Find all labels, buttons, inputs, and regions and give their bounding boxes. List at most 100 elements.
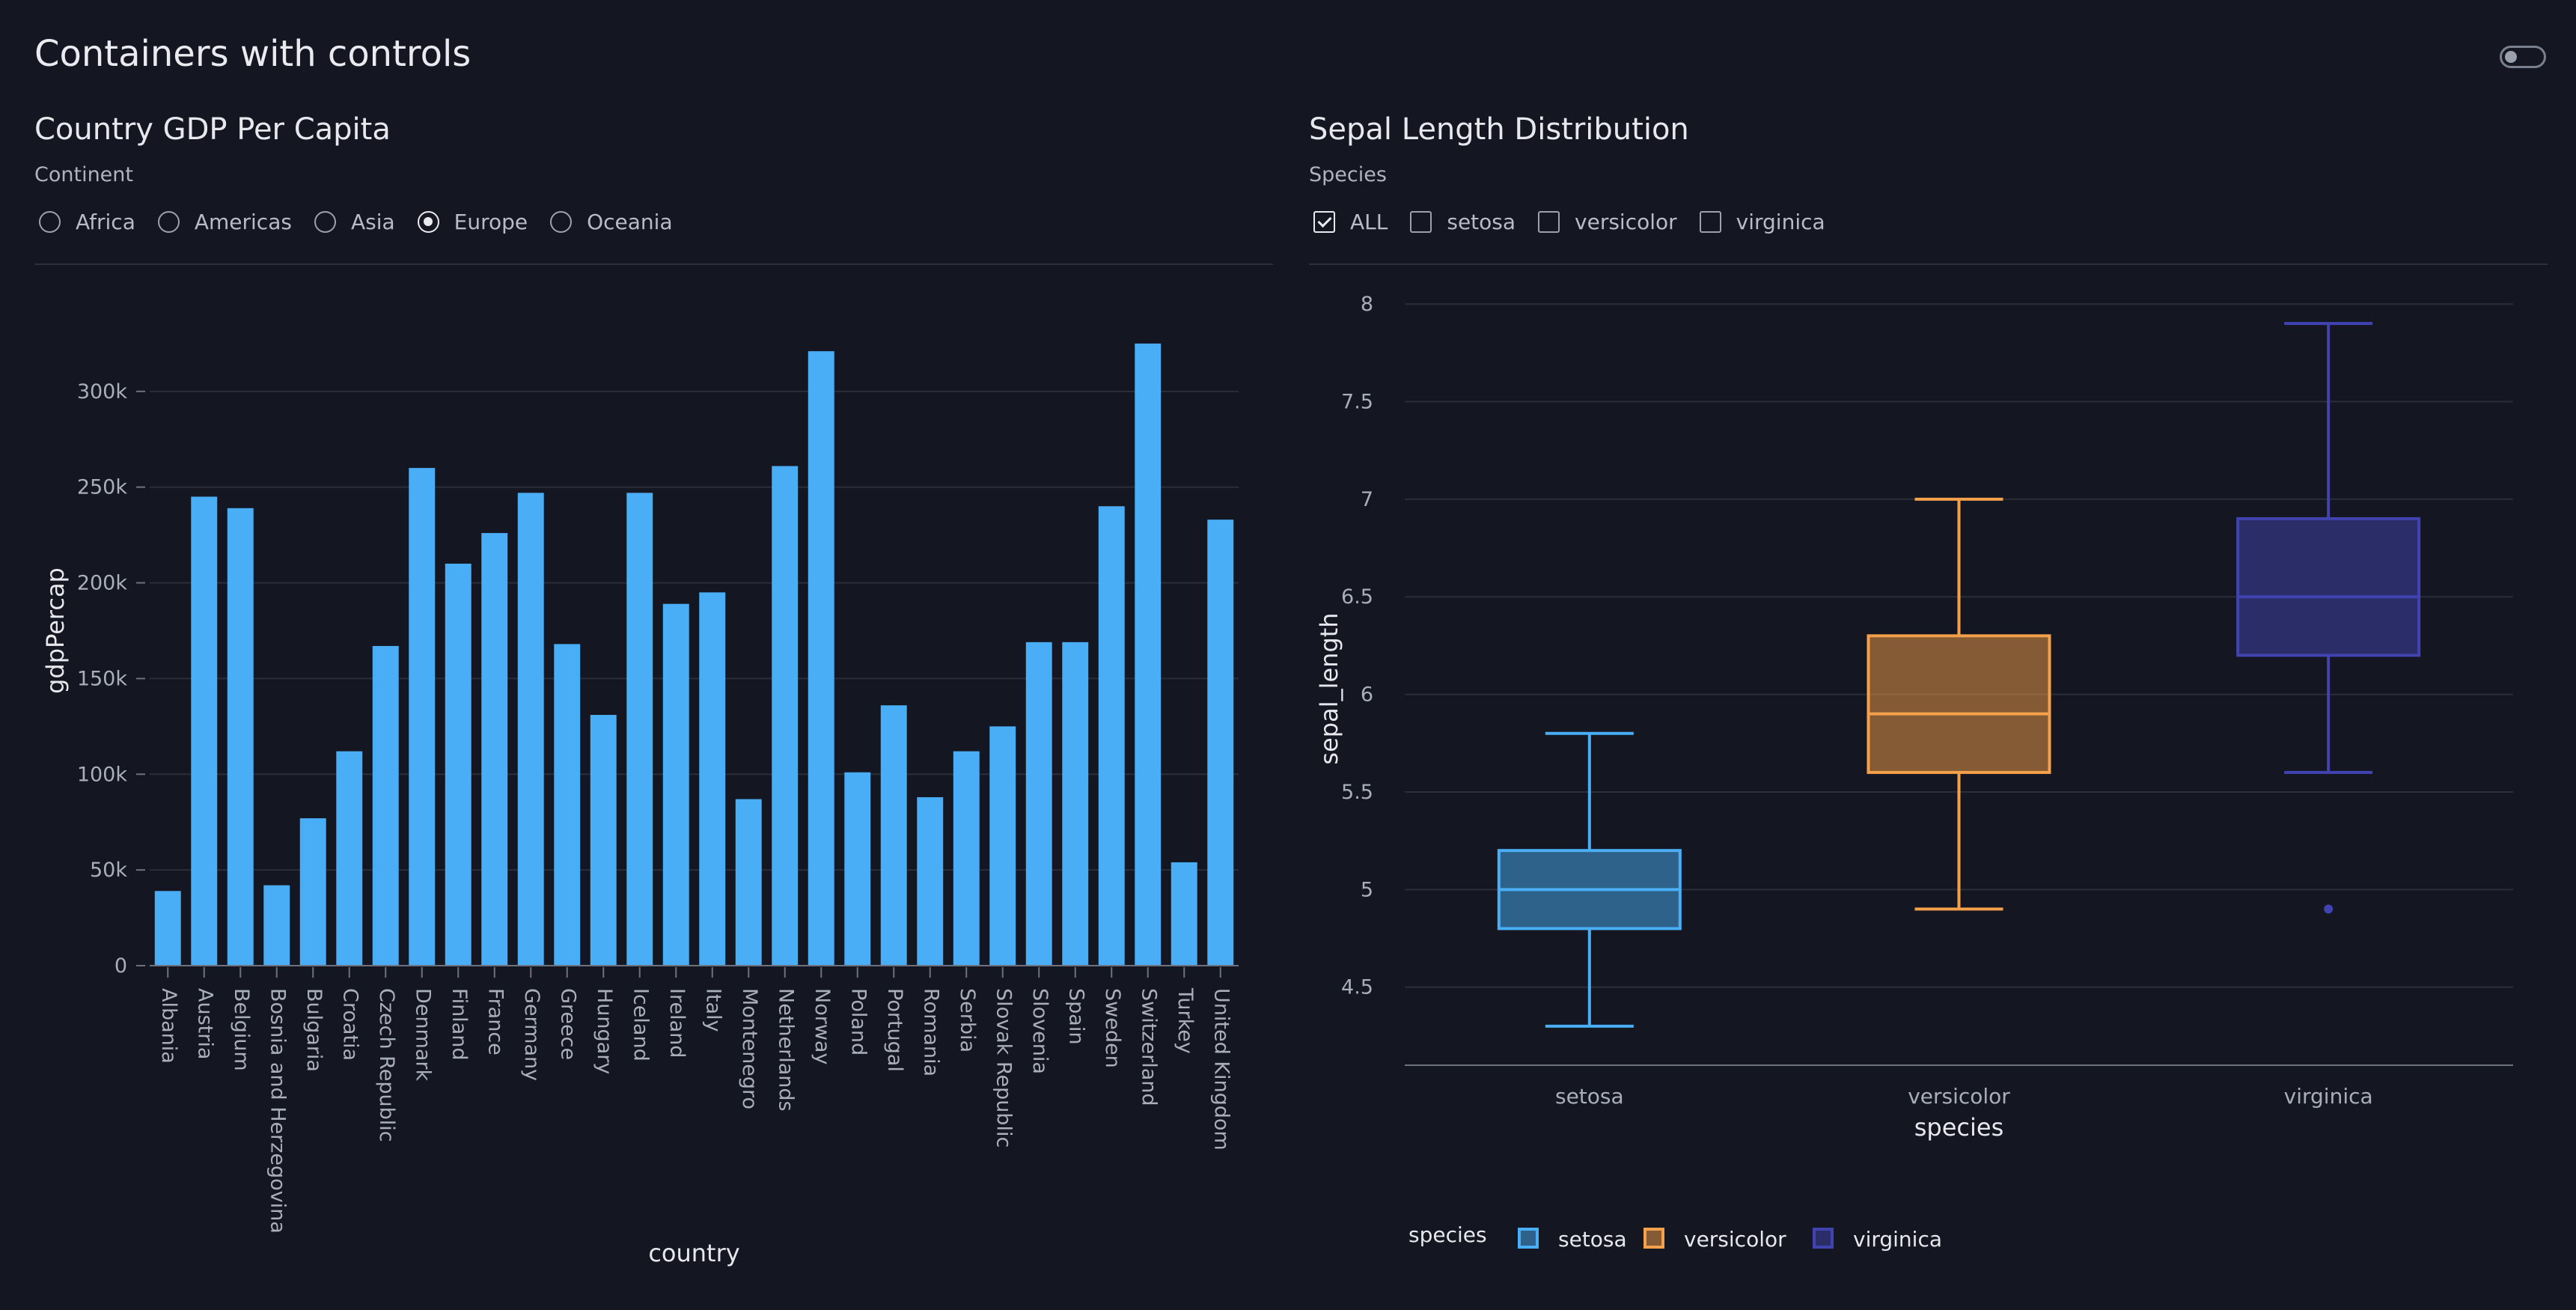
x-tick-label-slovenia: Slovenia	[1028, 988, 1052, 1074]
x-tick-label-denmark: Denmark	[411, 988, 434, 1081]
box-versicolor	[1867, 497, 2051, 911]
continent-option-africa[interactable]: Africa	[39, 210, 135, 234]
y-tick-label: 200k	[77, 572, 128, 595]
x-axis-title: species	[1914, 1113, 2004, 1142]
radio-label-oceania: Oceania	[587, 209, 673, 234]
bar-montenegro	[735, 799, 762, 966]
bar-poland	[844, 772, 871, 966]
legend-swatch-versicolor	[1643, 1228, 1664, 1249]
species-option-all[interactable]: ALL	[1313, 210, 1388, 234]
x-tick-label-slovak-republic: Slovak Republic	[992, 988, 1015, 1148]
y-tick-label: 8	[1361, 293, 1373, 316]
theme-toggle-switch[interactable]	[2500, 46, 2546, 68]
toggle-knob	[2505, 51, 2517, 63]
x-tick-label-romania: Romania	[919, 988, 942, 1076]
bar-netherlands	[772, 466, 799, 966]
x-tick-label-switzerland: Switzerland	[1137, 988, 1160, 1106]
species-checkbox-group: ALL setosa versicolor virginica	[1313, 207, 1848, 237]
x-tick-label-serbia: Serbia	[956, 988, 979, 1052]
gdp-container-title: Country GDP Per Capita	[34, 112, 391, 147]
radio-label-europe: Europe	[454, 209, 528, 234]
bar-greece	[554, 644, 581, 966]
x-tick-label-spain: Spain	[1064, 988, 1087, 1044]
y-tick-label: 6.5	[1341, 585, 1373, 609]
radio-americas[interactable]	[157, 210, 180, 233]
box-virginica	[2236, 322, 2421, 914]
y-tick-label: 7	[1361, 488, 1373, 511]
bar-germany	[517, 493, 544, 966]
x-tick-label-hungary: Hungary	[593, 988, 616, 1074]
radio-oceania[interactable]	[550, 210, 573, 233]
checkbox-setosa[interactable]	[1410, 210, 1432, 233]
checkbox-virginica[interactable]	[1699, 210, 1721, 233]
y-tick-label: 50k	[90, 859, 127, 882]
x-tick-label-czech-republic: Czech Republic	[375, 988, 398, 1142]
bar-albania	[154, 891, 181, 966]
bar-portugal	[880, 705, 907, 966]
y-tick-label: 5	[1361, 878, 1373, 901]
x-tick-label-virginica: virginica	[2284, 1084, 2373, 1109]
x-tick-label-united-kingdom: United Kingdom	[1209, 988, 1233, 1151]
legend-label-versicolor: versicolor	[1684, 1227, 1786, 1252]
x-tick-label-austria: Austria	[193, 988, 216, 1059]
x-tick-label-italy: Italy	[701, 988, 724, 1032]
bar-france	[481, 533, 508, 966]
x-tick-label-netherlands: Netherlands	[774, 988, 797, 1112]
radio-label-asia: Asia	[350, 209, 395, 234]
x-tick-label-montenegro: Montenegro	[738, 988, 761, 1109]
box-setosa	[1497, 731, 1682, 1028]
x-tick-label-finland: Finland	[448, 988, 471, 1060]
bar-turkey	[1171, 862, 1197, 966]
radio-label-americas: Americas	[194, 209, 292, 234]
gdp-bar-chart: 0 50k 100k 150k 200k 250k 300k Albania Austria Be…	[41, 343, 1239, 1267]
species-control-label: Species	[1309, 163, 1387, 186]
y-tick-label: 0	[115, 954, 127, 978]
species-option-versicolor[interactable]: versicolor	[1538, 210, 1677, 234]
continent-option-americas[interactable]: Americas	[157, 209, 292, 234]
legend-title: species	[1408, 1222, 1487, 1247]
radio-asia[interactable]	[314, 210, 336, 233]
bar-bosnia-and-herzegovina	[263, 885, 290, 966]
bar-spain	[1062, 642, 1089, 966]
x-axis-title: country	[648, 1239, 739, 1267]
species-option-virginica[interactable]: virginica	[1699, 210, 1825, 234]
x-tick-label-turkey: Turkey	[1173, 987, 1197, 1054]
y-axis-title: sepal_length	[1315, 612, 1343, 764]
bar-finland	[445, 564, 471, 966]
continent-option-asia[interactable]: Asia	[314, 210, 395, 234]
bar-slovenia	[1025, 642, 1052, 966]
species-option-setosa[interactable]: setosa	[1410, 210, 1516, 234]
bar-united-kingdom	[1207, 520, 1234, 966]
continent-radio-group: Africa Americas Asia Europe Oceania	[39, 207, 695, 237]
y-tick-label: 150k	[77, 667, 128, 690]
y-tick-label: 300k	[77, 380, 128, 403]
right-divider	[1309, 263, 2548, 265]
checkbox-all[interactable]	[1313, 210, 1335, 233]
x-tick-label-greece: Greece	[556, 988, 579, 1060]
bar-norway	[808, 351, 834, 966]
checkbox-label-versicolor: versicolor	[1575, 209, 1677, 234]
bar-austria	[191, 496, 218, 966]
bar-hungary	[590, 715, 617, 966]
x-tick-label-portugal: Portugal	[883, 988, 906, 1072]
x-tick-label-ireland: Ireland	[665, 988, 689, 1058]
continent-option-oceania[interactable]: Oceania	[550, 210, 673, 234]
radio-europe[interactable]	[417, 210, 439, 233]
page-title: Containers with controls	[34, 33, 471, 75]
continent-control-label: Continent	[34, 163, 133, 186]
x-tick-label-bosnia-and-herzegovina: Bosnia and Herzegovina	[266, 988, 289, 1234]
bar-belgium	[227, 508, 254, 966]
radio-africa[interactable]	[39, 210, 61, 233]
species-legend: species setosa versicolor virginica	[1408, 1222, 1942, 1252]
y-tick-label: 6	[1361, 683, 1373, 707]
y-tick-label: 7.5	[1341, 390, 1373, 413]
checkbox-versicolor[interactable]	[1538, 210, 1560, 233]
x-tick-label-croatia: Croatia	[338, 988, 361, 1061]
sepal-box-chart: 4.5 5 5.5 6 6.5 7 7.5 8 setosa versicolor virginic…	[1315, 293, 2513, 1252]
y-tick-label: 5.5	[1341, 781, 1373, 804]
continent-option-europe[interactable]: Europe	[417, 209, 528, 234]
bar-italy	[699, 592, 726, 966]
bar-croatia	[336, 751, 363, 966]
bar-czech-republic	[372, 645, 399, 966]
